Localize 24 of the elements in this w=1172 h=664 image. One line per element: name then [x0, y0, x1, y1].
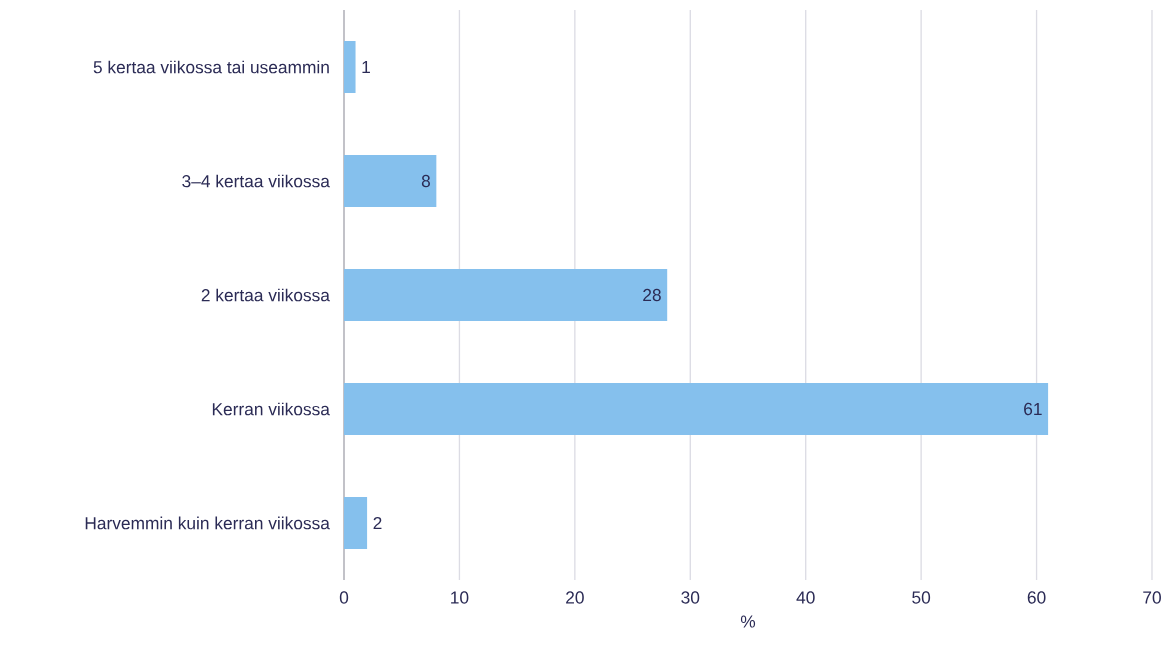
data-label: 8 [421, 174, 430, 188]
y-tick-label: 5 kertaa viikossa tai useammin [93, 60, 329, 74]
x-tick-label: 50 [912, 591, 931, 604]
data-label: 61 [1024, 402, 1042, 416]
x-tick-label: 70 [1143, 591, 1161, 604]
y-tick-label: 3–4 kertaa viikossa [182, 174, 330, 188]
y-tick-label: Harvemmin kuin kerran viikossa [85, 516, 330, 530]
data-label: 2 [373, 516, 382, 530]
x-tick-label: 40 [796, 591, 815, 604]
x-tick-label: 0 [339, 591, 349, 604]
bar [344, 383, 1049, 435]
x-tick-label: 60 [1027, 591, 1046, 604]
x-tick-label: 20 [566, 591, 584, 604]
y-tick-label: Kerran viikossa [212, 402, 330, 416]
data-label: 1 [362, 61, 370, 73]
bar [344, 155, 437, 207]
bar [344, 497, 368, 549]
x-tick-label: 30 [681, 591, 700, 604]
y-tick-label: 2 kertaa viikossa [201, 288, 330, 302]
x-axis-title: % [740, 615, 756, 628]
bar [344, 41, 356, 93]
bar [344, 269, 668, 321]
data-label: 28 [643, 288, 661, 302]
x-tick-label: 10 [451, 591, 469, 604]
